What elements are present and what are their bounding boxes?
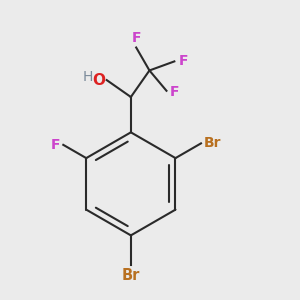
Text: O: O (92, 73, 105, 88)
Text: F: F (170, 85, 179, 99)
Text: F: F (131, 31, 141, 45)
Text: F: F (51, 138, 60, 152)
Text: Br: Br (122, 268, 140, 283)
Text: Br: Br (204, 136, 221, 150)
Text: F: F (179, 54, 188, 68)
Text: H: H (82, 70, 93, 84)
